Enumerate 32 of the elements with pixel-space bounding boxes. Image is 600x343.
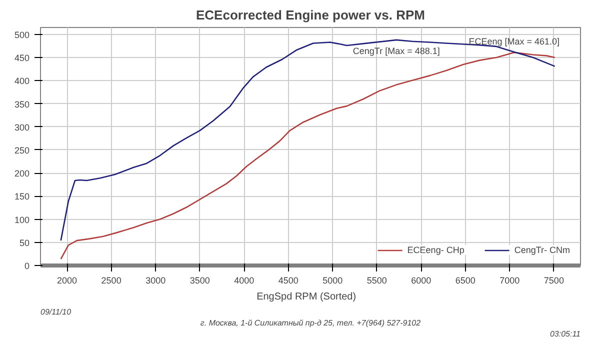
x-tick-label: 6500 [455, 276, 476, 286]
x-tick-label: 2500 [101, 276, 122, 286]
text: 03:05:11 [550, 330, 580, 338]
annotation: CengTr [Max = 488.1] [352, 46, 440, 56]
x-tick-label: 6000 [411, 276, 432, 286]
x-tick-label: 2000 [57, 276, 78, 286]
text: г. Москва, 1-й Силикатный пр-д 25, тел. +7(964) 527-9102 [200, 318, 422, 328]
text: 09/11/10 [40, 308, 72, 316]
y-tick-label: 150 [14, 192, 30, 202]
y-tick-label: 0 [24, 261, 30, 271]
y-tick-label: 350 [14, 99, 30, 110]
x-tick-label: 4000 [234, 276, 254, 286]
annotation: ECEeng [Max = 461.0] [468, 36, 560, 46]
y-tick-label: 200 [14, 168, 30, 179]
x-tick-label: 3000 [146, 276, 166, 286]
y-tick-label: 450 [14, 53, 30, 64]
x-tick-label: 3500 [190, 276, 210, 286]
y-tick-label: 400 [14, 76, 30, 86]
x-tick-label: 7500 [544, 276, 564, 286]
y-tick-label: 300 [14, 122, 30, 132]
x-tick-label: 4500 [278, 276, 298, 286]
y-tick-label: 250 [14, 145, 30, 156]
legend-label: CengTr- CNm [514, 245, 570, 255]
x-tick-label: 7000 [500, 276, 520, 286]
chart-title: ECEcorrected Engine power vs. RPM [196, 8, 426, 22]
x-axis-title: EngSpd RPM (Sorted) [256, 292, 356, 302]
y-tick-label: 500 [14, 30, 30, 40]
x-tick-label: 5500 [366, 276, 387, 286]
x-tick-label: 5000 [322, 276, 343, 286]
legend-label: ECEeng- CHp [407, 245, 464, 255]
y-tick-label: 100 [14, 214, 30, 225]
y-tick-label: 50 [19, 238, 30, 248]
